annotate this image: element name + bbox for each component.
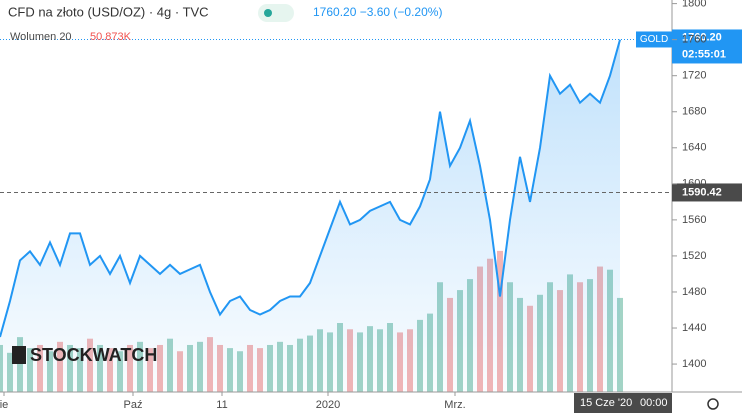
area-fill <box>0 39 620 392</box>
y-tick-label: 1760 <box>682 34 706 46</box>
x-tick-label: Mrz. <box>444 399 465 411</box>
price-box <box>672 29 742 64</box>
settings-icon[interactable] <box>707 398 719 410</box>
y-tick-label: 1680 <box>682 106 706 118</box>
symbol-box <box>636 31 672 48</box>
x-tick-label: 2020 <box>316 399 340 411</box>
last-price-label: 1760.20 <box>682 31 722 43</box>
x-tick-label: Paź <box>124 399 143 411</box>
price-line <box>0 39 621 338</box>
watermark: STOCKWATCH <box>30 345 157 365</box>
y-tick-label: 1480 <box>682 286 706 298</box>
y-tick-label: 1640 <box>682 142 706 154</box>
chart-title: CFD na złoto (USD/OZ) · 4g · TVC <box>8 4 209 19</box>
crosshair-label: 1590.42 <box>682 186 722 198</box>
y-tick-label: 1520 <box>682 250 706 262</box>
volume-value: 50.873K <box>90 31 132 43</box>
x-tick-label: ie <box>0 399 8 411</box>
crosshair-time: 00:00 <box>640 397 668 409</box>
symbol-label: GOLD <box>640 34 668 45</box>
watermark-box <box>12 346 26 364</box>
countdown: 02:55:01 <box>682 48 726 60</box>
date-box <box>574 393 672 413</box>
y-tick-label: 1720 <box>682 70 706 82</box>
x-tick-label: 11 <box>216 399 227 411</box>
volume-label: Wolumen 20 <box>10 31 72 43</box>
status-pill <box>258 4 294 22</box>
y-tick-label: 1560 <box>682 214 706 226</box>
status-dot <box>264 9 272 17</box>
y-tick-label: 1400 <box>682 358 706 370</box>
y-tick-label: 1800 <box>682 0 706 10</box>
crosshair-date: 15 Cze '20 <box>580 397 632 409</box>
y-tick-label: 1600 <box>682 178 706 190</box>
crosshair-box <box>672 183 742 202</box>
y-tick-label: 1440 <box>682 322 706 334</box>
quote: 1760.20 −3.60 (−0.20%) <box>313 5 442 19</box>
